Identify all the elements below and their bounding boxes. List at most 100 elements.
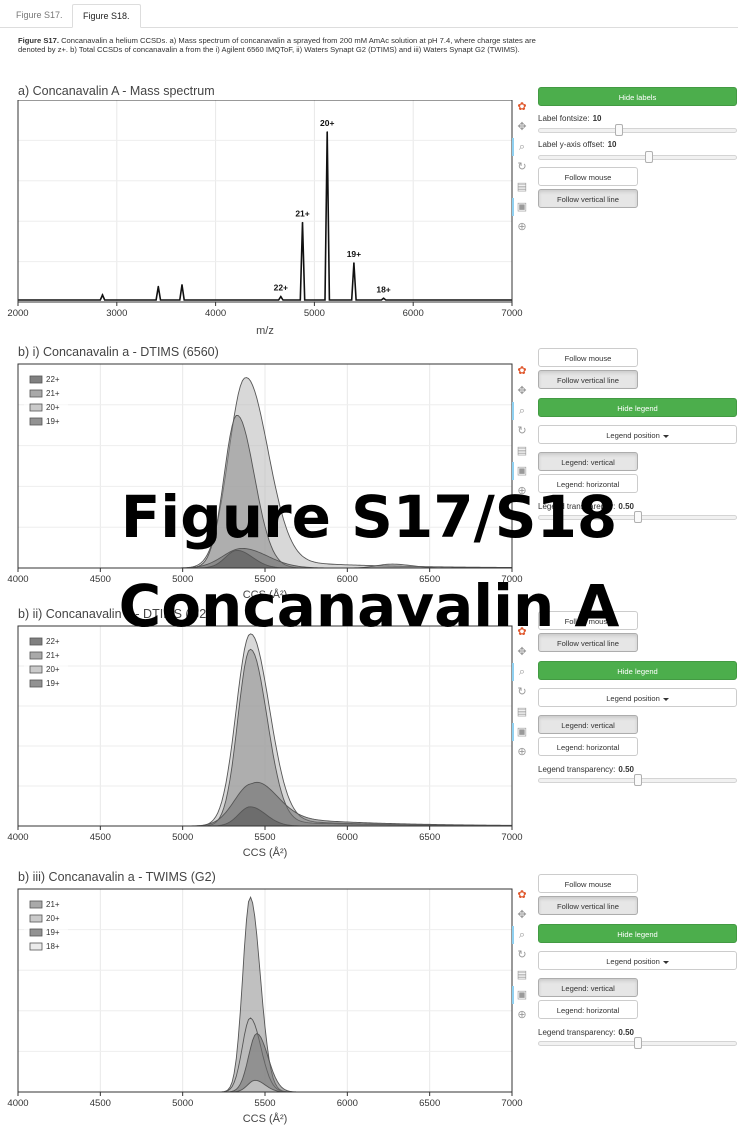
pan-icon[interactable]: ✥ bbox=[517, 385, 527, 397]
active-tool-indicator bbox=[512, 926, 514, 944]
spectrum-peak bbox=[301, 221, 304, 224]
reset-icon[interactable]: ↻ bbox=[517, 161, 527, 173]
hide-legend-button-2[interactable]: Hide legend bbox=[538, 661, 737, 680]
crosshair-icon[interactable]: ⊕ bbox=[517, 221, 527, 233]
legend-swatch bbox=[29, 651, 43, 660]
x-tick-label: 7000 bbox=[501, 1098, 522, 1109]
legend-vertical-button-1[interactable]: Legend: vertical bbox=[538, 452, 638, 471]
label-offset-slider-handle[interactable] bbox=[645, 151, 653, 163]
plot-background bbox=[18, 100, 512, 302]
reset-icon[interactable]: ↻ bbox=[517, 686, 527, 698]
toolbar-dtims-g2: ✿ ✥ ⌕ ↻ ▤ ▣ ⊕ bbox=[512, 625, 529, 765]
legend-transparency-slider-handle-2[interactable] bbox=[634, 774, 642, 786]
legend-transparency-slider-2[interactable] bbox=[538, 774, 737, 786]
x-tick-label: 7000 bbox=[501, 574, 522, 585]
label-fontsize-slider[interactable] bbox=[538, 124, 737, 136]
peak-label: 18+ bbox=[376, 284, 390, 294]
zoom-icon[interactable]: ⌕ bbox=[518, 141, 526, 153]
reset-icon[interactable]: ↻ bbox=[517, 949, 527, 961]
legend-horizontal-button-1[interactable]: Legend: horizontal bbox=[538, 474, 638, 493]
hover-icon[interactable]: ▣ bbox=[516, 726, 528, 738]
x-tick-label: 4000 bbox=[7, 832, 28, 843]
hide-legend-button-3[interactable]: Hide legend bbox=[538, 924, 737, 943]
follow-mouse-button-3[interactable]: Follow mouse bbox=[538, 874, 638, 893]
legend-swatch bbox=[29, 900, 43, 909]
legend-transparency-slider-3[interactable] bbox=[538, 1037, 737, 1049]
legend-position-dropdown-3[interactable]: Legend position bbox=[538, 951, 737, 970]
crosshair-icon[interactable]: ⊕ bbox=[517, 746, 527, 758]
legend-position-dropdown-2[interactable]: Legend position bbox=[538, 688, 737, 707]
x-tick-label: 2000 bbox=[7, 308, 28, 319]
spectrum-peak bbox=[326, 131, 329, 133]
tab-figure-s17[interactable]: Figure S17. bbox=[16, 10, 63, 20]
caret-down-icon bbox=[662, 960, 669, 964]
follow-vertical-line-button-3[interactable]: Follow vertical line bbox=[538, 896, 638, 915]
hover-icon[interactable]: ▣ bbox=[516, 201, 528, 213]
follow-vertical-line-button-2[interactable]: Follow vertical line bbox=[538, 633, 638, 652]
legend-swatch bbox=[29, 665, 43, 674]
legend-label: 20+ bbox=[46, 914, 60, 923]
active-tool-indicator bbox=[512, 198, 514, 216]
follow-mouse-button-ms[interactable]: Follow mouse bbox=[538, 167, 638, 186]
legend-swatch bbox=[29, 914, 43, 923]
pan-icon[interactable]: ✥ bbox=[517, 909, 527, 921]
legend-label: 19+ bbox=[46, 679, 60, 688]
legend-position-dropdown-1[interactable]: Legend position bbox=[538, 425, 737, 444]
x-tick-label: 5000 bbox=[172, 574, 193, 585]
chart-title-twims-g2: b) iii) Concanavalin a - TWIMS (G2) bbox=[18, 870, 216, 884]
legend-horizontal-button-2[interactable]: Legend: horizontal bbox=[538, 737, 638, 756]
crosshair-icon[interactable]: ⊕ bbox=[517, 485, 527, 497]
peak-label: 20+ bbox=[320, 118, 334, 128]
legend-label: 19+ bbox=[46, 928, 60, 937]
follow-vertical-line-button-1[interactable]: Follow vertical line bbox=[538, 370, 638, 389]
x-tick-label: 4000 bbox=[205, 308, 226, 319]
legend: 22+ 21+ 20+ 19+ bbox=[24, 634, 68, 696]
active-tool-indicator bbox=[512, 723, 514, 741]
hover-icon[interactable]: ▣ bbox=[516, 989, 528, 1001]
hide-labels-button[interactable]: Hide labels bbox=[538, 87, 737, 106]
label-offset-slider[interactable] bbox=[538, 151, 737, 163]
legend-label: 21+ bbox=[46, 900, 60, 909]
save-icon[interactable]: ▤ bbox=[516, 445, 528, 457]
hide-legend-button-1[interactable]: Hide legend bbox=[538, 398, 737, 417]
legend-swatch bbox=[29, 389, 43, 398]
follow-mouse-button-1[interactable]: Follow mouse bbox=[538, 348, 638, 367]
follow-vertical-line-button-ms[interactable]: Follow vertical line bbox=[538, 189, 638, 208]
save-icon[interactable]: ▤ bbox=[516, 706, 528, 718]
bokeh-logo-icon: ✿ bbox=[517, 889, 527, 901]
label-fontsize-slider-handle[interactable] bbox=[615, 124, 623, 136]
legend-label: 22+ bbox=[46, 375, 60, 384]
follow-mouse-button-2[interactable]: Follow mouse bbox=[538, 611, 638, 630]
legend-transparency-label-3: Legend transparency: 0.50 bbox=[538, 1028, 634, 1037]
legend-vertical-button-3[interactable]: Legend: vertical bbox=[538, 978, 638, 997]
chart-title-dtims-6560: b) i) Concanavalin a - DTIMS (6560) bbox=[18, 345, 219, 359]
spectrum-peak bbox=[181, 284, 183, 286]
legend-transparency-slider-handle-3[interactable] bbox=[634, 1037, 642, 1049]
x-tick-label: 6000 bbox=[337, 832, 358, 843]
overlay-title-line-2: Concanavalin A bbox=[118, 572, 620, 640]
peak-label: 19+ bbox=[347, 249, 361, 259]
zoom-icon[interactable]: ⌕ bbox=[518, 929, 526, 941]
hover-icon[interactable]: ▣ bbox=[516, 465, 528, 477]
legend-horizontal-button-3[interactable]: Legend: horizontal bbox=[538, 1000, 638, 1019]
pan-icon[interactable]: ✥ bbox=[517, 646, 527, 658]
x-axis-label: CCS (Å²) bbox=[243, 846, 288, 859]
crosshair-icon[interactable]: ⊕ bbox=[517, 1009, 527, 1021]
save-icon[interactable]: ▤ bbox=[516, 969, 528, 981]
reset-icon[interactable]: ↻ bbox=[517, 425, 527, 437]
caret-down-icon bbox=[662, 697, 669, 701]
tab-figure-s18[interactable]: Figure S18. bbox=[72, 4, 141, 28]
toolbar-twims-g2: ✿ ✥ ⌕ ↻ ▤ ▣ ⊕ bbox=[512, 888, 529, 1028]
legend-vertical-button-2[interactable]: Legend: vertical bbox=[538, 715, 638, 734]
legend-swatch bbox=[29, 942, 43, 951]
save-icon[interactable]: ▤ bbox=[516, 181, 528, 193]
legend-transparency-slider-handle-1[interactable] bbox=[634, 511, 642, 523]
legend-transparency-slider-1[interactable] bbox=[538, 511, 737, 523]
x-axis-label: CCS (Å²) bbox=[243, 588, 288, 601]
pan-icon[interactable]: ✥ bbox=[517, 121, 527, 133]
zoom-icon[interactable]: ⌕ bbox=[518, 405, 526, 417]
legend-label: 20+ bbox=[46, 403, 60, 412]
zoom-icon[interactable]: ⌕ bbox=[518, 666, 526, 678]
mass-spectrum-chart: 2000 3000 4000 5000 6000 7000 m/z 22+ 21+ 20+ 19+ 1… bbox=[7, 100, 523, 337]
x-tick-label: 4500 bbox=[90, 832, 111, 843]
